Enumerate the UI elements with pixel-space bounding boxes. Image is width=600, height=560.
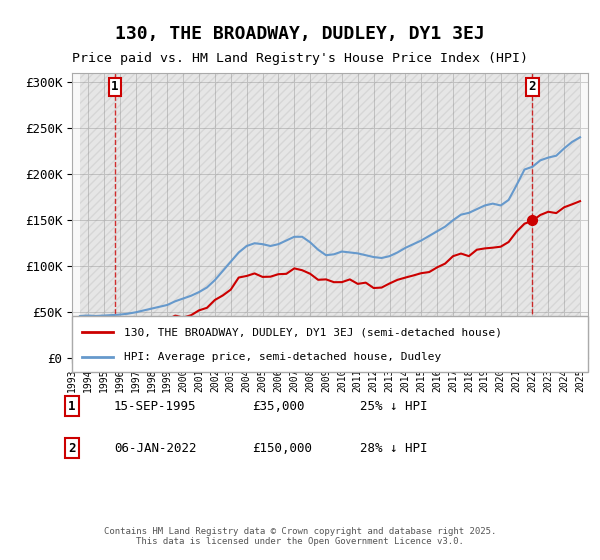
Text: 2: 2 [529, 80, 536, 93]
Text: 1: 1 [111, 80, 119, 93]
Text: 130, THE BROADWAY, DUDLEY, DY1 3EJ (semi-detached house): 130, THE BROADWAY, DUDLEY, DY1 3EJ (semi… [124, 327, 502, 337]
Text: £35,000: £35,000 [252, 399, 305, 413]
Text: HPI: Average price, semi-detached house, Dudley: HPI: Average price, semi-detached house,… [124, 352, 441, 362]
Text: Contains HM Land Registry data © Crown copyright and database right 2025.
This d: Contains HM Land Registry data © Crown c… [104, 526, 496, 546]
Text: 06-JAN-2022: 06-JAN-2022 [114, 441, 197, 455]
Text: 2: 2 [68, 441, 76, 455]
Text: 28% ↓ HPI: 28% ↓ HPI [360, 441, 427, 455]
FancyBboxPatch shape [72, 316, 588, 372]
Text: 130, THE BROADWAY, DUDLEY, DY1 3EJ: 130, THE BROADWAY, DUDLEY, DY1 3EJ [115, 25, 485, 43]
Text: 1: 1 [68, 399, 76, 413]
Text: Price paid vs. HM Land Registry's House Price Index (HPI): Price paid vs. HM Land Registry's House … [72, 52, 528, 66]
Text: 25% ↓ HPI: 25% ↓ HPI [360, 399, 427, 413]
Text: 15-SEP-1995: 15-SEP-1995 [114, 399, 197, 413]
Text: £150,000: £150,000 [252, 441, 312, 455]
